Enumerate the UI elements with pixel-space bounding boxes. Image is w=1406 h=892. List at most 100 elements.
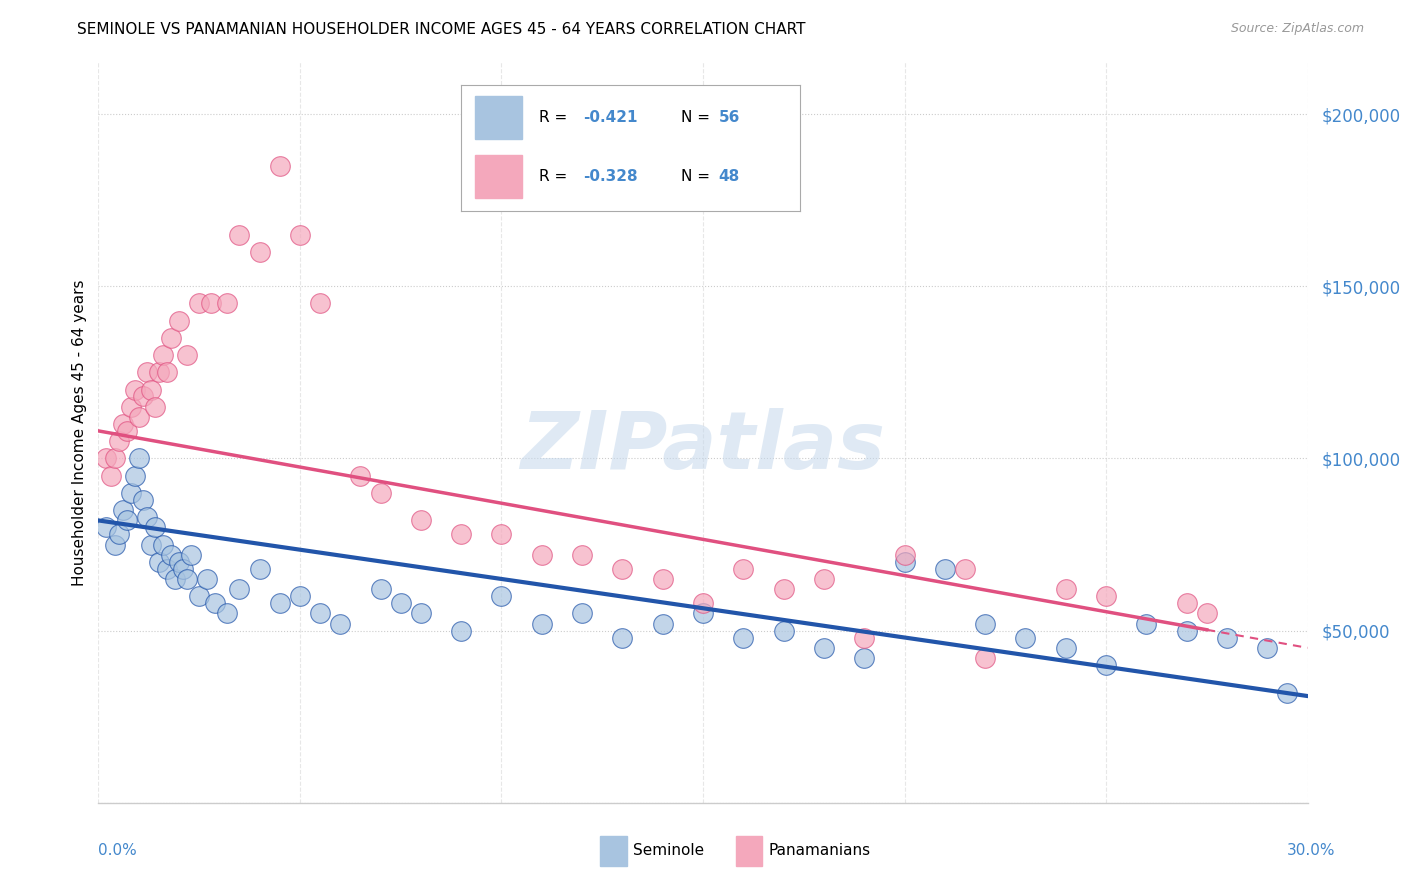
Point: [188, 296, 211, 310]
Point: [450, 624, 472, 638]
Point: [163, 572, 186, 586]
Point: [103, 451, 125, 466]
Point: [974, 651, 997, 665]
Point: [853, 631, 876, 645]
Point: [409, 607, 432, 621]
Point: [409, 513, 432, 527]
Point: [288, 589, 311, 603]
Point: [1195, 607, 1218, 621]
Point: [228, 582, 250, 597]
Text: Panamanians: Panamanians: [768, 844, 870, 858]
Point: [370, 582, 392, 597]
Point: [530, 548, 553, 562]
Point: [120, 486, 142, 500]
Point: [139, 383, 162, 397]
Point: [813, 640, 835, 655]
Point: [1054, 582, 1077, 597]
Point: [204, 596, 226, 610]
Point: [143, 400, 166, 414]
Point: [107, 527, 129, 541]
Point: [612, 561, 634, 575]
Point: [612, 631, 634, 645]
Point: [195, 572, 218, 586]
Point: [692, 607, 714, 621]
Point: [100, 468, 122, 483]
Point: [143, 520, 166, 534]
Point: [148, 555, 170, 569]
Point: [120, 400, 142, 414]
Point: [571, 607, 593, 621]
Point: [772, 582, 794, 597]
Point: [128, 410, 150, 425]
Point: [692, 596, 714, 610]
Point: [111, 503, 134, 517]
Point: [813, 572, 835, 586]
Point: [132, 389, 155, 403]
Point: [934, 561, 956, 575]
Point: [115, 513, 138, 527]
Point: [111, 417, 134, 431]
Point: [1216, 631, 1239, 645]
Point: [156, 365, 179, 379]
Point: [571, 548, 593, 562]
Point: [156, 561, 179, 575]
Point: [651, 616, 673, 631]
Text: Seminole: Seminole: [633, 844, 704, 858]
Point: [132, 492, 155, 507]
Point: [491, 589, 513, 603]
Point: [269, 159, 291, 173]
Point: [200, 296, 222, 310]
Point: [176, 572, 198, 586]
Point: [772, 624, 794, 638]
Point: [96, 451, 118, 466]
Point: [176, 348, 198, 362]
Point: [1277, 685, 1299, 699]
Point: [107, 434, 129, 449]
Point: [160, 331, 183, 345]
Point: [217, 607, 239, 621]
Point: [115, 424, 138, 438]
Point: [853, 651, 876, 665]
Point: [733, 631, 755, 645]
Text: SEMINOLE VS PANAMANIAN HOUSEHOLDER INCOME AGES 45 - 64 YEARS CORRELATION CHART: SEMINOLE VS PANAMANIAN HOUSEHOLDER INCOM…: [77, 22, 806, 37]
Point: [491, 527, 513, 541]
Text: Source: ZipAtlas.com: Source: ZipAtlas.com: [1230, 22, 1364, 36]
Point: [329, 616, 352, 631]
Point: [228, 227, 250, 242]
Point: [1256, 640, 1278, 655]
Point: [1175, 596, 1198, 610]
Text: 0.0%: 0.0%: [98, 843, 138, 858]
Point: [974, 616, 997, 631]
Point: [188, 589, 211, 603]
Point: [249, 561, 271, 575]
Point: [128, 451, 150, 466]
Point: [152, 348, 174, 362]
Point: [349, 468, 371, 483]
Point: [1095, 589, 1118, 603]
Point: [249, 244, 271, 259]
Point: [309, 296, 332, 310]
Point: [1095, 658, 1118, 673]
Text: 30.0%: 30.0%: [1288, 843, 1336, 858]
Point: [139, 537, 162, 551]
Point: [1014, 631, 1036, 645]
Point: [103, 537, 125, 551]
Point: [135, 510, 157, 524]
Y-axis label: Householder Income Ages 45 - 64 years: Householder Income Ages 45 - 64 years: [72, 279, 87, 586]
Point: [1175, 624, 1198, 638]
Point: [288, 227, 311, 242]
Point: [167, 555, 190, 569]
Point: [160, 548, 183, 562]
Point: [135, 365, 157, 379]
Point: [96, 520, 118, 534]
Point: [152, 537, 174, 551]
Point: [217, 296, 239, 310]
Point: [124, 468, 146, 483]
Point: [530, 616, 553, 631]
Point: [389, 596, 412, 610]
Point: [124, 383, 146, 397]
Bar: [735, 836, 762, 866]
Point: [1135, 616, 1157, 631]
Point: [180, 548, 202, 562]
Point: [1054, 640, 1077, 655]
